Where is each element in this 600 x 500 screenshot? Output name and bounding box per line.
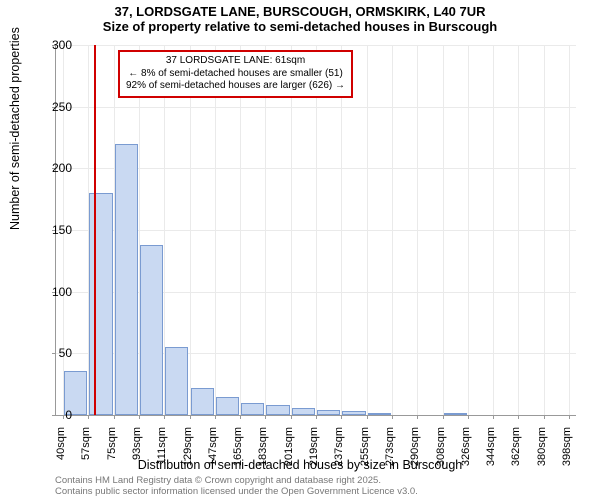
xtick-mark	[569, 415, 570, 419]
histogram-bar	[368, 413, 391, 415]
histogram-bar	[115, 144, 138, 415]
gridline-v	[468, 45, 469, 415]
ytick-label: 0	[32, 408, 72, 422]
xtick-mark	[544, 415, 545, 419]
xtick-mark	[443, 415, 444, 419]
xtick-label: 165sqm	[232, 427, 244, 466]
xtick-mark	[215, 415, 216, 419]
xtick-label: 75sqm	[106, 427, 118, 460]
xtick-label: 111sqm	[156, 427, 168, 465]
xtick-mark	[367, 415, 368, 419]
xtick-mark	[88, 415, 89, 419]
ytick-label: 100	[32, 285, 72, 299]
y-axis-label: Number of semi-detached properties	[8, 27, 22, 230]
xtick-mark	[190, 415, 191, 419]
xtick-mark	[164, 415, 165, 419]
ytick-label: 200	[32, 161, 72, 175]
gridline-v	[443, 45, 444, 415]
gridline-v	[240, 45, 241, 415]
xtick-label: 147sqm	[207, 427, 219, 466]
xtick-label: 344sqm	[485, 427, 497, 466]
xtick-label: 40sqm	[55, 427, 67, 460]
info-box-line: 92% of semi-detached houses are larger (…	[126, 80, 345, 93]
histogram-bar	[317, 410, 340, 415]
ytick-label: 250	[32, 100, 72, 114]
xtick-mark	[468, 415, 469, 419]
gridline-v	[341, 45, 342, 415]
xtick-mark	[139, 415, 140, 419]
gridline-v	[493, 45, 494, 415]
xtick-label: 398sqm	[561, 427, 573, 466]
gridline-v	[518, 45, 519, 415]
gridline-v	[569, 45, 570, 415]
xtick-label: 57sqm	[80, 427, 92, 460]
gridline-v	[291, 45, 292, 415]
ytick-label: 300	[32, 38, 72, 52]
gridline-v	[215, 45, 216, 415]
histogram-bar	[191, 388, 214, 415]
xtick-label: 219sqm	[308, 427, 320, 466]
ytick-label: 150	[32, 223, 72, 237]
gridline-v	[265, 45, 266, 415]
footer-line-1: Contains HM Land Registry data © Crown c…	[55, 475, 418, 486]
xtick-label: 255sqm	[359, 427, 371, 466]
histogram-bar	[165, 347, 188, 415]
xtick-label: 273sqm	[384, 427, 396, 466]
histogram-bar	[444, 413, 467, 415]
xtick-label: 93sqm	[131, 427, 143, 460]
xtick-label: 201sqm	[283, 427, 295, 466]
xtick-label: 183sqm	[257, 427, 269, 466]
xtick-label: 380sqm	[536, 427, 548, 466]
xtick-mark	[493, 415, 494, 419]
xtick-mark	[341, 415, 342, 419]
histogram-bar	[266, 405, 289, 415]
xtick-label: 362sqm	[510, 427, 522, 466]
gridline-v	[544, 45, 545, 415]
ytick-label: 50	[32, 346, 72, 360]
gridline-v	[392, 45, 393, 415]
histogram-bar	[241, 403, 264, 415]
xtick-mark	[518, 415, 519, 419]
xtick-mark	[417, 415, 418, 419]
histogram-bar	[292, 408, 315, 415]
gridline-v	[367, 45, 368, 415]
xtick-label: 326sqm	[460, 427, 472, 466]
gridline-v	[190, 45, 191, 415]
xtick-mark	[392, 415, 393, 419]
property-info-box: 37 LORDSGATE LANE: 61sqm← 8% of semi-det…	[118, 50, 353, 98]
histogram-bar	[216, 397, 239, 416]
gridline-v	[417, 45, 418, 415]
xtick-mark	[240, 415, 241, 419]
title-line-1: 37, LORDSGATE LANE, BURSCOUGH, ORMSKIRK,…	[0, 0, 600, 19]
property-marker-line	[94, 45, 96, 415]
histogram-bar	[342, 411, 365, 415]
xtick-mark	[265, 415, 266, 419]
title-line-2: Size of property relative to semi-detach…	[0, 19, 600, 34]
histogram-bar	[89, 193, 112, 415]
xtick-label: 308sqm	[435, 427, 447, 466]
histogram-bar	[140, 245, 163, 415]
info-box-line: 37 LORDSGATE LANE: 61sqm	[126, 55, 345, 68]
gridline-v	[316, 45, 317, 415]
xtick-label: 129sqm	[182, 427, 194, 466]
footer-line-2: Contains public sector information licen…	[55, 486, 418, 497]
xtick-mark	[291, 415, 292, 419]
xtick-mark	[114, 415, 115, 419]
info-box-line: ← 8% of semi-detached houses are smaller…	[126, 68, 345, 81]
xtick-mark	[316, 415, 317, 419]
histogram-chart: 37 LORDSGATE LANE: 61sqm← 8% of semi-det…	[55, 45, 575, 415]
xtick-label: 237sqm	[333, 427, 345, 466]
xtick-label: 290sqm	[409, 427, 421, 466]
